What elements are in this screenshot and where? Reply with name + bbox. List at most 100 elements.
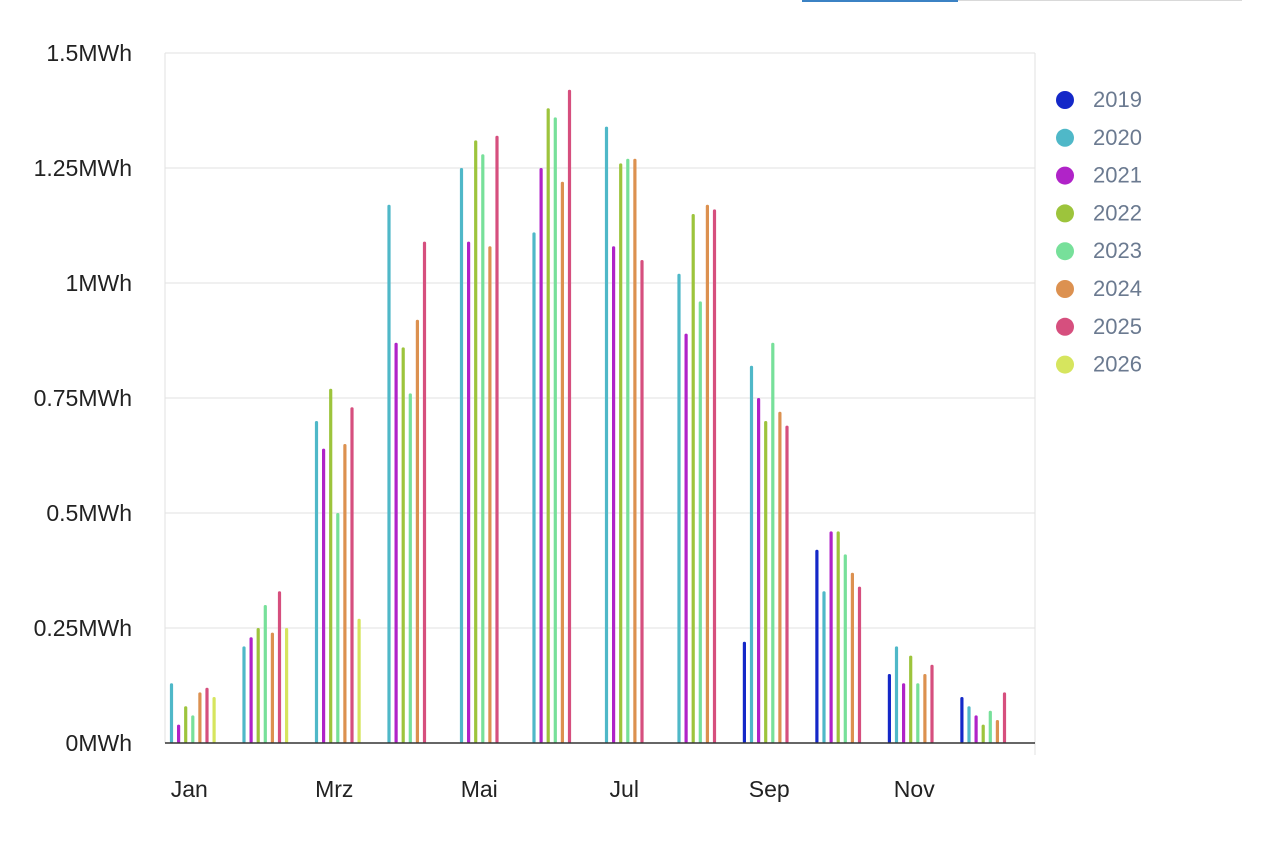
legend-label: 2022 bbox=[1093, 200, 1142, 225]
bar-2023-m12[interactable] bbox=[988, 710, 992, 743]
bar-2022-m2[interactable] bbox=[256, 628, 260, 743]
bar-2023-m5[interactable] bbox=[481, 154, 485, 743]
bar-2024-m4[interactable] bbox=[415, 319, 419, 743]
bars bbox=[169, 89, 1007, 744]
y-tick-label: 0MWh bbox=[66, 730, 132, 756]
bar-2019-m11[interactable] bbox=[887, 674, 891, 743]
bar-2025-m7[interactable] bbox=[640, 260, 644, 743]
bar-2022-m6[interactable] bbox=[546, 108, 550, 743]
bar-2023-m10[interactable] bbox=[843, 554, 847, 743]
bar-2024-m6[interactable] bbox=[560, 181, 564, 744]
bar-2024-m9[interactable] bbox=[778, 411, 782, 743]
bar-2025-m5[interactable] bbox=[495, 135, 499, 744]
bar-2021-m6[interactable] bbox=[539, 168, 543, 743]
bar-2022-m10[interactable] bbox=[836, 531, 840, 743]
bar-2023-m9[interactable] bbox=[771, 342, 775, 743]
bar-2025-m3[interactable] bbox=[350, 407, 354, 743]
bar-2023-m3[interactable] bbox=[336, 513, 340, 743]
x-tick-label: Mai bbox=[461, 776, 498, 802]
bar-2021-m4[interactable] bbox=[394, 342, 398, 743]
bar-2020-m10[interactable] bbox=[822, 591, 826, 743]
bar-2023-m7[interactable] bbox=[626, 158, 630, 744]
bar-2022-m5[interactable] bbox=[474, 140, 478, 743]
bar-2025-m10[interactable] bbox=[857, 586, 862, 743]
legend-label: 2019 bbox=[1093, 87, 1142, 112]
bar-2025-m8[interactable] bbox=[712, 209, 717, 743]
bar-2026-m3[interactable] bbox=[357, 618, 361, 743]
bar-2025-m9[interactable] bbox=[785, 425, 789, 743]
bar-2021-m3[interactable] bbox=[322, 448, 326, 743]
bar-2019-m12[interactable] bbox=[960, 697, 964, 743]
y-tick-label: 1.25MWh bbox=[34, 155, 132, 181]
bar-2021-m9[interactable] bbox=[757, 398, 761, 743]
y-tick-label: 1MWh bbox=[66, 270, 132, 296]
bar-2024-m1[interactable] bbox=[198, 692, 202, 743]
bar-2022-m11[interactable] bbox=[909, 655, 913, 743]
bar-2021-m12[interactable] bbox=[974, 715, 978, 743]
bar-2020-m12[interactable] bbox=[967, 706, 971, 743]
bar-2024-m12[interactable] bbox=[995, 720, 999, 743]
legend[interactable]: 2019 2020 2021 2022 2023 2024 2025 2026 bbox=[1056, 87, 1142, 377]
bar-2019-m10[interactable] bbox=[815, 549, 819, 743]
bar-2021-m1[interactable] bbox=[177, 724, 181, 743]
legend-item-2021[interactable]: 2021 bbox=[1056, 163, 1142, 188]
bar-2020-m8[interactable] bbox=[677, 273, 681, 743]
legend-item-2024[interactable]: 2024 bbox=[1056, 276, 1142, 301]
bar-2024-m2[interactable] bbox=[270, 632, 274, 743]
bar-2023-m11[interactable] bbox=[916, 683, 920, 743]
bar-2025-m4[interactable] bbox=[422, 241, 427, 743]
legend-swatch bbox=[1056, 280, 1074, 298]
bar-2020-m9[interactable] bbox=[749, 365, 754, 743]
bar-2020-m3[interactable] bbox=[314, 421, 319, 743]
bar-2024-m3[interactable] bbox=[343, 444, 347, 743]
bar-2025-m1[interactable] bbox=[205, 687, 209, 743]
bar-2019-m9[interactable] bbox=[742, 641, 746, 743]
bar-2022-m12[interactable] bbox=[981, 724, 985, 743]
bar-2021-m2[interactable] bbox=[249, 637, 253, 743]
bar-2022-m8[interactable] bbox=[691, 214, 695, 743]
bar-2022-m1[interactable] bbox=[184, 706, 188, 743]
bar-2024-m10[interactable] bbox=[850, 572, 854, 743]
bar-2022-m9[interactable] bbox=[764, 421, 768, 743]
bar-2024-m7[interactable] bbox=[633, 158, 637, 744]
bar-2025-m11[interactable] bbox=[930, 664, 934, 743]
bar-2020-m2[interactable] bbox=[242, 646, 246, 743]
bar-2021-m10[interactable] bbox=[829, 531, 833, 743]
bar-2020-m11[interactable] bbox=[894, 646, 899, 743]
bar-2022-m4[interactable] bbox=[401, 347, 405, 743]
legend-item-2025[interactable]: 2025 bbox=[1056, 314, 1142, 339]
bar-2023-m4[interactable] bbox=[408, 393, 412, 743]
bar-2025-m12[interactable] bbox=[1002, 692, 1007, 743]
bar-2022-m7[interactable] bbox=[619, 163, 623, 743]
legend-item-2019[interactable]: 2019 bbox=[1056, 87, 1142, 112]
bar-2021-m11[interactable] bbox=[902, 683, 906, 743]
bar-2025-m2[interactable] bbox=[277, 591, 282, 743]
legend-item-2020[interactable]: 2020 bbox=[1056, 125, 1142, 150]
bar-2026-m1[interactable] bbox=[212, 697, 216, 743]
bar-2020-m6[interactable] bbox=[532, 232, 536, 743]
bar-2023-m2[interactable] bbox=[263, 605, 267, 743]
bar-2023-m8[interactable] bbox=[698, 301, 702, 743]
bar-2022-m3[interactable] bbox=[329, 388, 333, 743]
legend-item-2022[interactable]: 2022 bbox=[1056, 200, 1142, 225]
legend-item-2026[interactable]: 2026 bbox=[1056, 352, 1142, 377]
bar-2026-m2[interactable] bbox=[285, 628, 289, 743]
bar-2020-m4[interactable] bbox=[387, 204, 391, 744]
y-tick-label: 0.5MWh bbox=[46, 500, 132, 526]
bar-2024-m11[interactable] bbox=[923, 674, 927, 743]
bar-2024-m8[interactable] bbox=[705, 204, 709, 744]
bar-2024-m5[interactable] bbox=[488, 246, 492, 743]
bar-2021-m8[interactable] bbox=[684, 333, 688, 743]
bar-2023-m1[interactable] bbox=[191, 715, 195, 743]
bar-2021-m7[interactable] bbox=[612, 246, 616, 743]
bar-2020-m5[interactable] bbox=[459, 168, 464, 743]
bar-2023-m6[interactable] bbox=[553, 117, 557, 743]
legend-item-2023[interactable]: 2023 bbox=[1056, 238, 1142, 263]
x-tick-label: Nov bbox=[894, 776, 935, 802]
bar-2020-m1[interactable] bbox=[169, 683, 174, 743]
bar-2025-m6[interactable] bbox=[567, 89, 572, 744]
legend-swatch bbox=[1056, 166, 1074, 185]
bar-2021-m5[interactable] bbox=[467, 241, 471, 743]
bar-2020-m7[interactable] bbox=[604, 126, 609, 744]
